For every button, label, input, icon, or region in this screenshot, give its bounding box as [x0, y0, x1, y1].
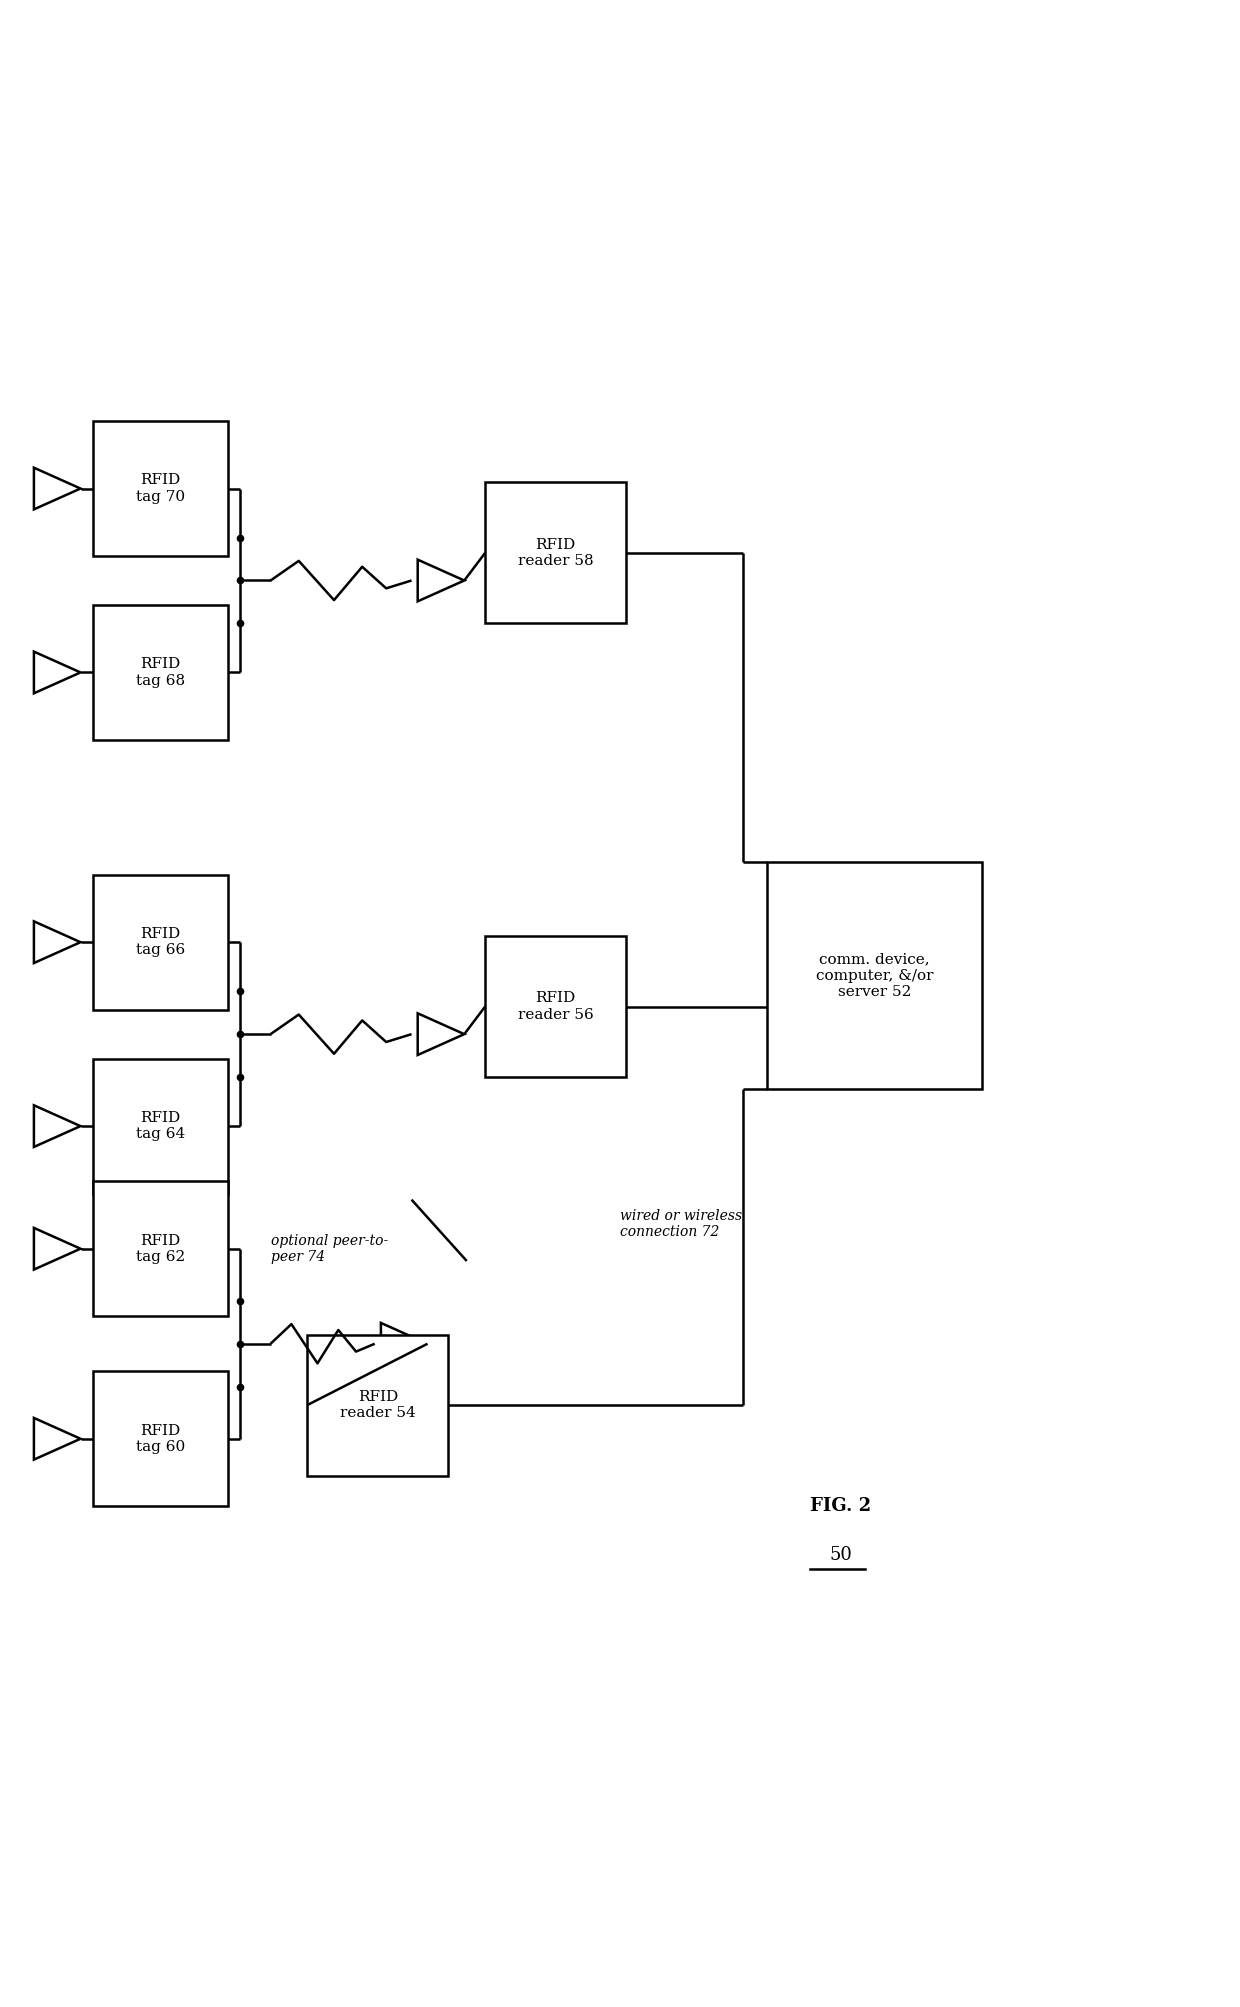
Text: RFID
tag 68: RFID tag 68	[135, 658, 185, 688]
Text: RFID
tag 66: RFID tag 66	[135, 927, 185, 957]
Polygon shape	[418, 1014, 464, 1056]
Bar	[485, 482, 626, 624]
Polygon shape	[33, 1228, 81, 1270]
Text: RFID
tag 64: RFID tag 64	[135, 1112, 185, 1142]
Text: comm. device,
computer, &/or
server 52: comm. device, computer, &/or server 52	[816, 953, 934, 999]
Text: wired or wireless
connection 72: wired or wireless connection 72	[620, 1208, 742, 1238]
Bar	[768, 863, 982, 1090]
Text: optional peer-to-
peer 74: optional peer-to- peer 74	[270, 1234, 388, 1264]
Bar	[93, 604, 228, 741]
Bar	[485, 935, 626, 1078]
Text: RFID
reader 56: RFID reader 56	[518, 991, 594, 1022]
Bar	[93, 875, 228, 1010]
Text: RFID
tag 70: RFID tag 70	[135, 474, 185, 504]
Bar	[308, 1335, 449, 1475]
Polygon shape	[33, 1106, 81, 1146]
Polygon shape	[33, 1417, 81, 1459]
Text: RFID
tag 62: RFID tag 62	[135, 1234, 185, 1264]
Polygon shape	[381, 1323, 428, 1365]
Text: RFID
reader 54: RFID reader 54	[340, 1391, 415, 1421]
Polygon shape	[33, 921, 81, 963]
Polygon shape	[418, 560, 464, 602]
Polygon shape	[33, 652, 81, 692]
Text: FIG. 2: FIG. 2	[810, 1497, 872, 1515]
Bar	[93, 1058, 228, 1194]
Bar	[93, 1371, 228, 1505]
Bar	[93, 1182, 228, 1317]
Polygon shape	[33, 468, 81, 510]
Text: 50: 50	[830, 1545, 852, 1563]
Text: RFID
tag 60: RFID tag 60	[135, 1423, 185, 1453]
Bar	[93, 421, 228, 556]
Text: RFID
reader 58: RFID reader 58	[518, 538, 594, 568]
